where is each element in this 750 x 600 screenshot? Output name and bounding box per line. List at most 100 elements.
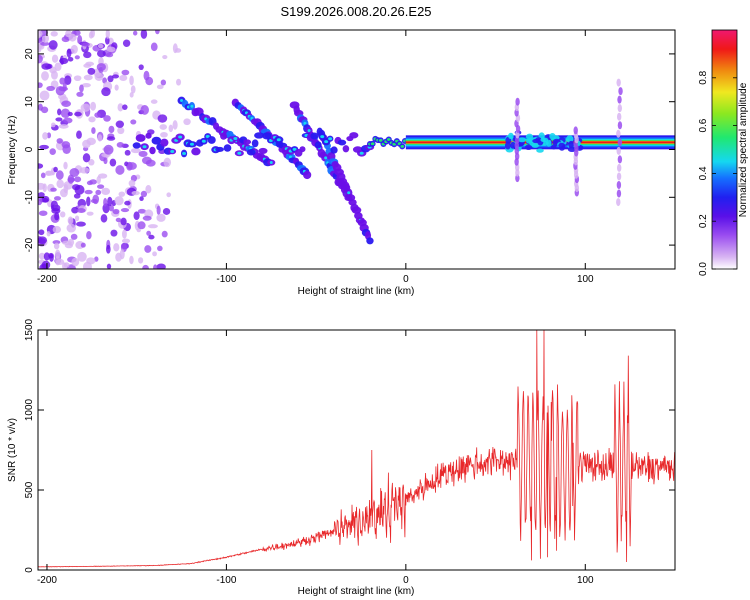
noise-blob (126, 162, 137, 170)
noise-blob (59, 211, 66, 218)
noise-blob (106, 136, 116, 141)
noise-blob (38, 38, 43, 43)
band-blob (262, 132, 272, 140)
noise-blob (41, 260, 51, 269)
noise-blob (50, 204, 61, 212)
noise-blob (87, 67, 96, 75)
noise-blob (138, 150, 148, 158)
noise-blob (114, 196, 124, 206)
noise-blob (51, 70, 58, 80)
noise-blob (115, 120, 124, 128)
noise-blob (138, 257, 144, 264)
band-blob (314, 141, 322, 149)
x-tick-label: -200 (37, 274, 57, 285)
noise-blob (41, 63, 52, 70)
band-core (178, 135, 183, 139)
band-blob (349, 132, 359, 139)
noise-blob (143, 70, 150, 81)
noise-blob (53, 196, 61, 201)
noise-blob (110, 229, 118, 237)
band-core (324, 140, 329, 144)
noise-blob (61, 36, 70, 43)
band-core (189, 142, 194, 146)
noise-blob (68, 33, 77, 42)
streak-blob (616, 189, 622, 198)
noise-blob (39, 144, 49, 150)
band-core (233, 137, 238, 141)
noise-blob (141, 156, 152, 165)
x-tick-label: 100 (577, 274, 594, 285)
noise-blob (129, 75, 134, 86)
colorbar-tick-label: 0.8 (698, 70, 709, 84)
x-tick-label: 100 (577, 575, 594, 586)
noise-blob (83, 51, 92, 59)
band-core (276, 138, 281, 142)
noise-blob (71, 206, 79, 214)
noise-blob (50, 31, 58, 37)
y-tick-label: 1000 (24, 398, 35, 421)
noise-blob (137, 208, 147, 214)
streak-blob (616, 112, 622, 121)
noise-blob (105, 52, 114, 58)
noise-blob (74, 55, 80, 60)
spectrogram-x-label: Height of straight line (km) (298, 286, 415, 297)
noise-blob (147, 224, 158, 229)
noise-blob (137, 221, 146, 230)
noise-blob (88, 116, 96, 123)
noise-blob (63, 161, 68, 170)
noise-blob (113, 243, 120, 252)
noise-blob (38, 210, 48, 216)
noise-blob (157, 245, 163, 252)
band-blob (299, 146, 306, 153)
noise-blob (82, 153, 91, 163)
noise-blob (86, 211, 94, 216)
noise-blob (115, 165, 125, 175)
noise-blob (73, 193, 81, 199)
streak-blob (617, 121, 623, 130)
noise-blob (57, 108, 62, 116)
noise-blob (168, 124, 174, 133)
branch-core (190, 104, 194, 108)
band-blob (510, 141, 516, 149)
colorbar-tick-label: 0.2 (698, 214, 709, 228)
noise-blob (53, 242, 60, 250)
noise-blob (111, 74, 120, 79)
chart-title: S199.2026.008.20.26.E25 (280, 4, 431, 19)
band-blob (540, 137, 549, 143)
noise-blob (183, 118, 191, 126)
noise-blob (62, 117, 73, 124)
noise-blob (133, 211, 140, 220)
noise-blob (62, 144, 71, 155)
noise-blob (49, 253, 54, 262)
noise-blob (156, 84, 164, 90)
band-blob (132, 142, 141, 149)
noise-blob (129, 255, 134, 265)
noise-blob (53, 166, 58, 173)
noise-blob (50, 122, 56, 128)
noise-blob (108, 125, 115, 134)
streak-blob (616, 129, 621, 138)
noise-blob (97, 50, 106, 58)
noise-blob (77, 35, 83, 44)
band-core (170, 149, 175, 153)
noise-blob (88, 159, 95, 166)
noise-blob (46, 231, 51, 237)
noise-blob (67, 111, 73, 117)
band-core (237, 151, 242, 155)
noise-blob (129, 92, 134, 98)
noise-blob (66, 48, 72, 58)
noise-blob (109, 158, 117, 167)
band-core (370, 142, 375, 146)
x-tick-label: -100 (216, 575, 236, 586)
noise-blob (124, 149, 131, 156)
y-tick-label: 500 (24, 481, 35, 498)
noise-blob (71, 257, 80, 267)
snr-line (38, 330, 675, 568)
y-tick-label: 1500 (24, 318, 35, 341)
streak-blob (618, 87, 623, 96)
band-blob (532, 138, 540, 144)
noise-blob (67, 56, 74, 62)
noise-blob (56, 170, 64, 180)
noise-blob (121, 229, 127, 239)
